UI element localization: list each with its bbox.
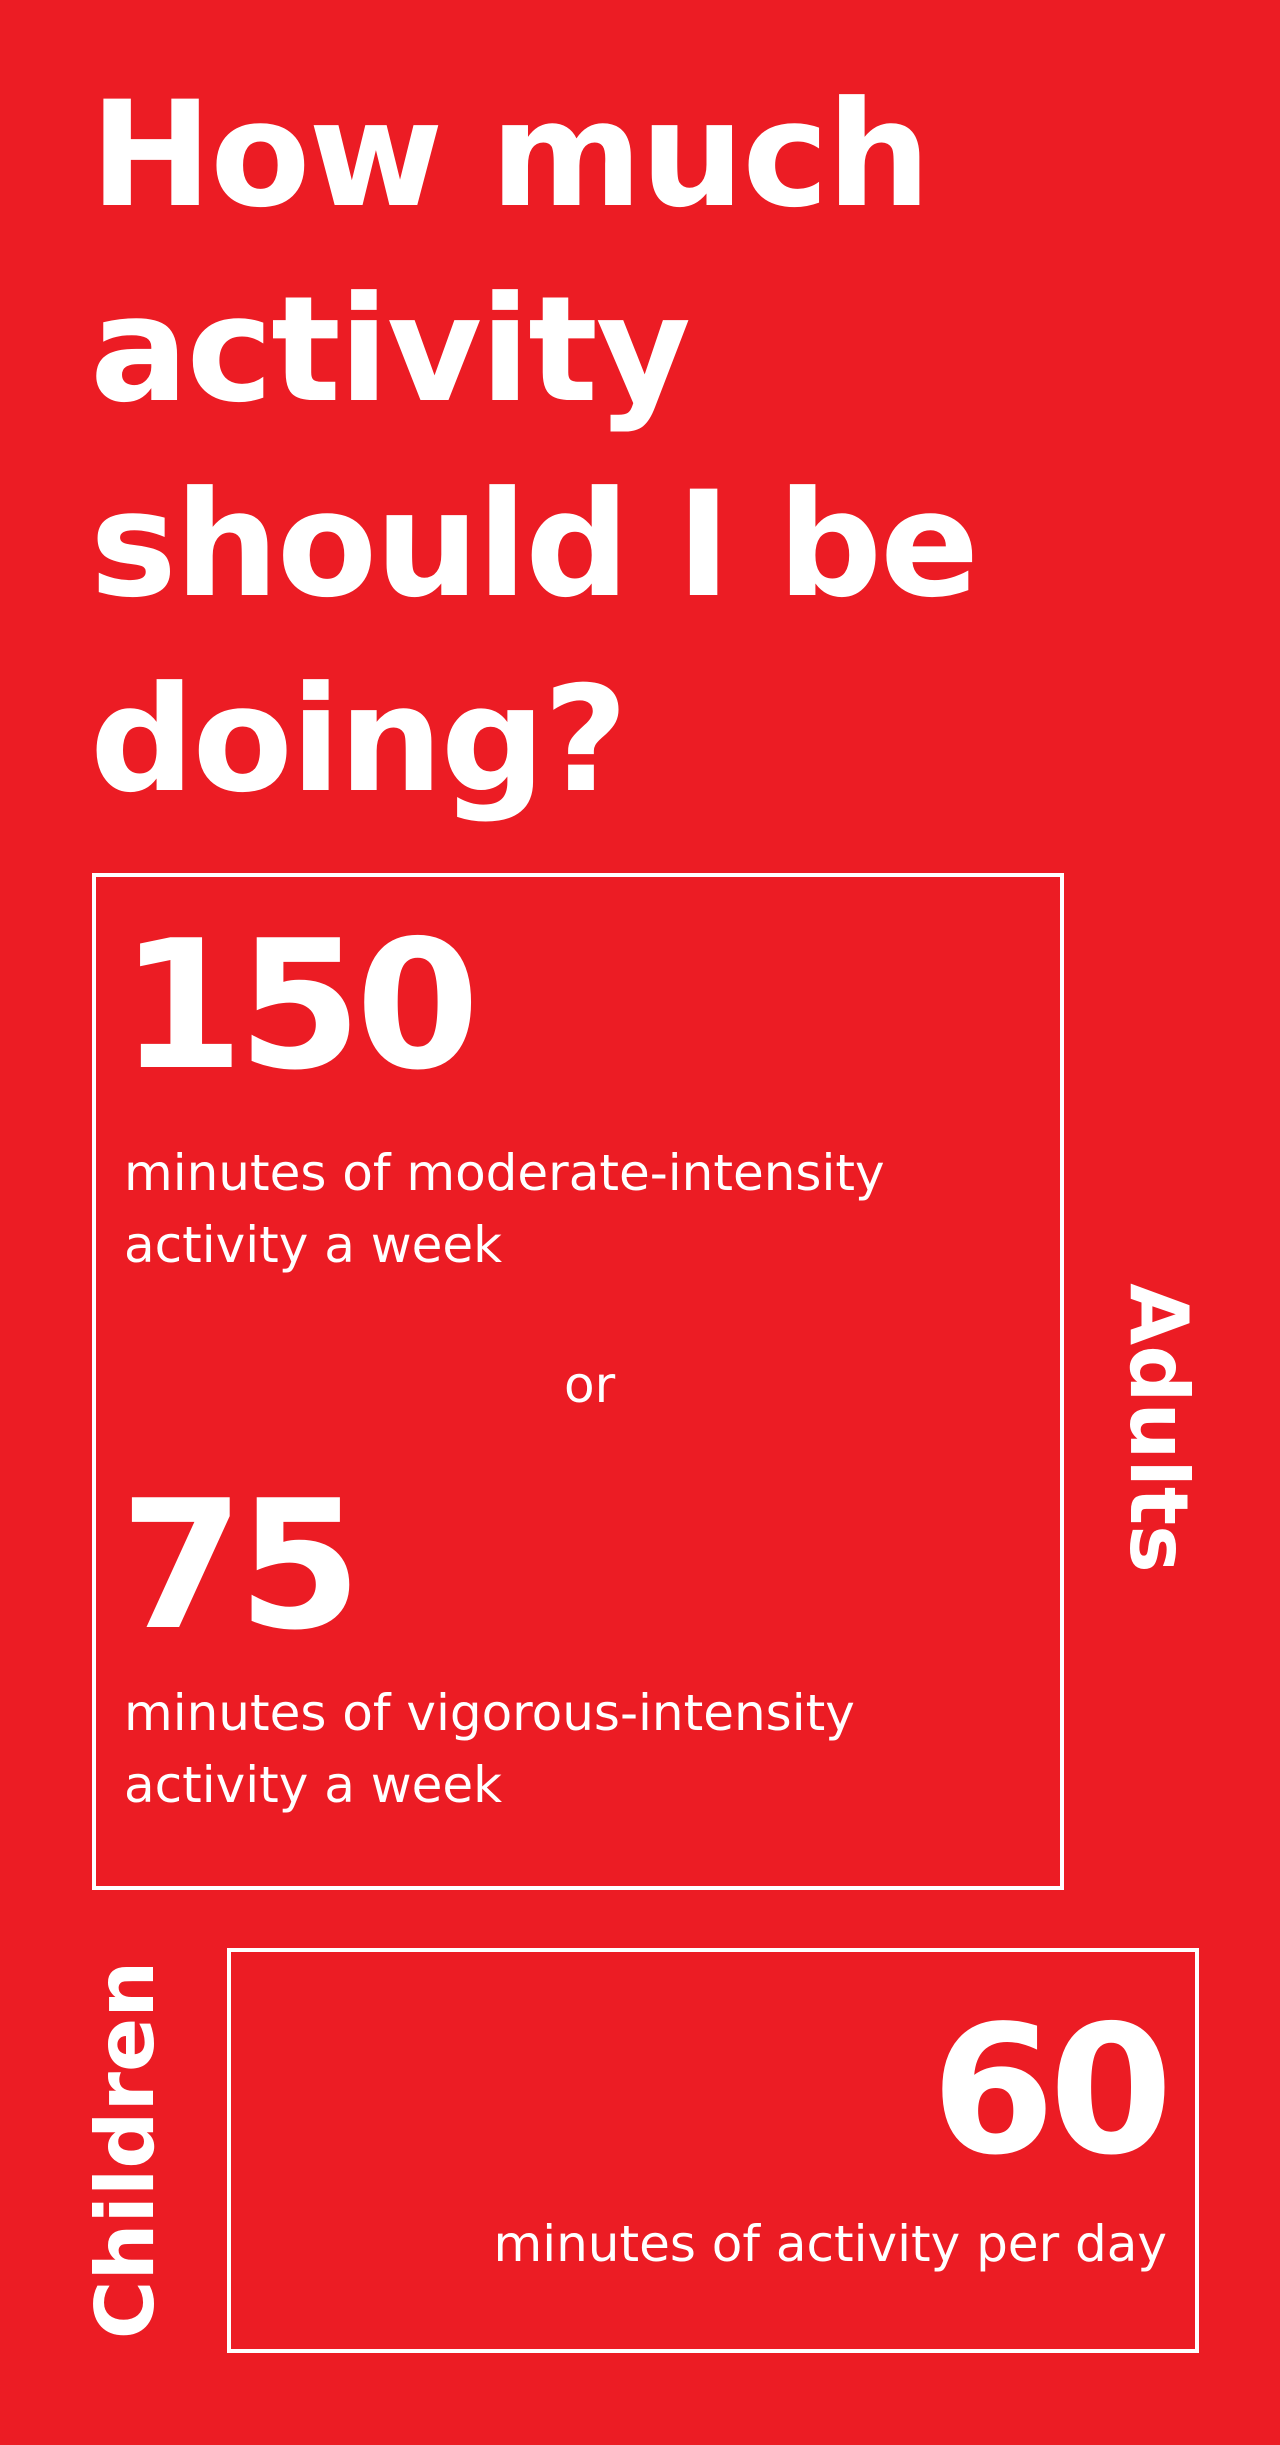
title-line-2: activity — [90, 265, 691, 435]
children-box: 60 minutes of activity per day — [227, 1948, 1199, 2353]
vigorous-minutes-number: 75 — [120, 1462, 362, 1669]
page-title: How much activity should I be doing? — [90, 58, 1190, 838]
moderate-description-line-2: activity a week — [124, 1216, 503, 1274]
adults-label: Adults — [1112, 1283, 1205, 1573]
adults-box: 150 minutes of moderate-intensity activi… — [92, 873, 1064, 1890]
moderate-minutes-number: 150 — [120, 902, 480, 1109]
children-minutes-description: minutes of activity per day — [493, 2215, 1168, 2273]
or-separator: or — [564, 1356, 616, 1414]
children-label: Children — [79, 1960, 172, 2340]
vigorous-minutes-description: minutes of vigorous-intensity activity a… — [124, 1677, 855, 1821]
children-minutes-number: 60 — [931, 1987, 1173, 2194]
moderate-minutes-description: minutes of moderate-intensity activity a… — [124, 1137, 885, 1281]
vigorous-description-line-2: activity a week — [124, 1756, 503, 1814]
title-line-3: should I be — [90, 460, 979, 630]
title-line-4: doing? — [90, 655, 628, 825]
moderate-description-line-1: minutes of moderate-intensity — [124, 1144, 885, 1202]
title-line-1: How much — [90, 70, 931, 240]
vigorous-description-line-1: minutes of vigorous-intensity — [124, 1684, 855, 1742]
